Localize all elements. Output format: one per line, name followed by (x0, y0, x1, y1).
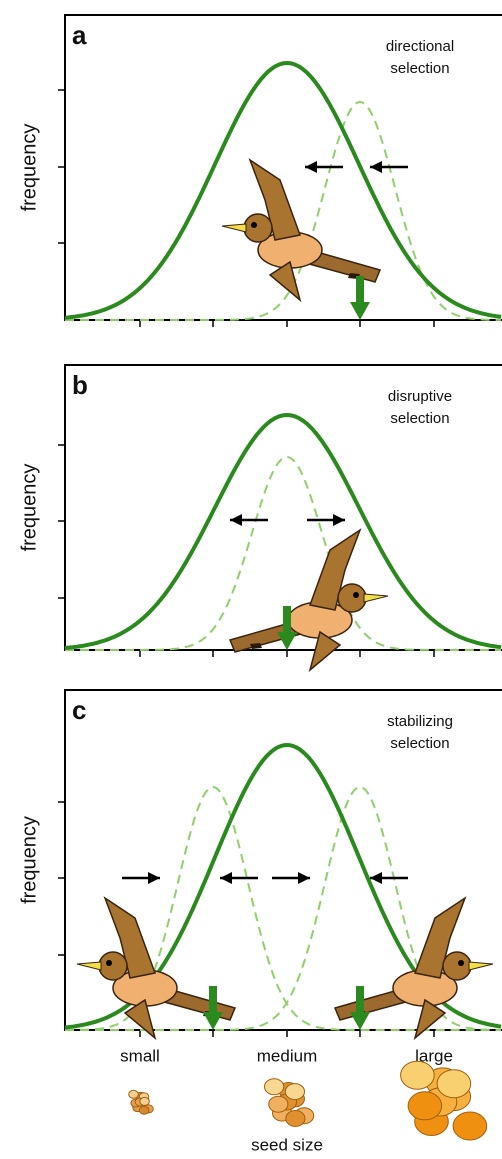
seed (139, 1096, 150, 1106)
green-arrow (350, 276, 370, 320)
seed (268, 1095, 289, 1113)
seed (436, 1069, 472, 1099)
panel-label: selection (390, 410, 449, 427)
y-label: frequency (18, 124, 40, 212)
panel-letter: b (72, 370, 88, 400)
seed (285, 1110, 306, 1127)
x-label: medium (257, 1046, 317, 1065)
selection-arrow (305, 512, 347, 528)
selection-arrow (228, 512, 270, 528)
panel-letter: a (72, 20, 87, 50)
panel-letter: c (72, 695, 86, 725)
axis-frame (64, 689, 502, 1031)
seed (128, 1089, 139, 1099)
population-curve (64, 60, 502, 320)
seed (284, 1083, 305, 1101)
seed (407, 1091, 443, 1121)
seed (138, 1105, 150, 1115)
y-label: frequency (18, 816, 40, 904)
panel-label: disruptive (388, 388, 452, 405)
population-curve (64, 412, 502, 650)
x-title: seed size (251, 1135, 323, 1154)
selection-arrow (303, 159, 345, 175)
y-label: frequency (18, 464, 40, 552)
selection-arrow (218, 870, 260, 886)
axis-frame (64, 364, 502, 651)
seed (400, 1060, 435, 1090)
selection-arrow (120, 870, 162, 886)
panel-label: selection (390, 735, 449, 752)
x-label: large (415, 1046, 453, 1065)
seed (452, 1111, 488, 1141)
selected-curve (65, 455, 501, 651)
x-label: small (120, 1046, 160, 1065)
selection-arrow (368, 159, 410, 175)
panel-label: directional (386, 38, 454, 55)
selection-arrow (270, 870, 312, 886)
selection-arrow (368, 870, 410, 886)
panel-label: stabilizing (387, 713, 453, 730)
panel-label: selection (390, 60, 449, 77)
seed (264, 1078, 285, 1096)
